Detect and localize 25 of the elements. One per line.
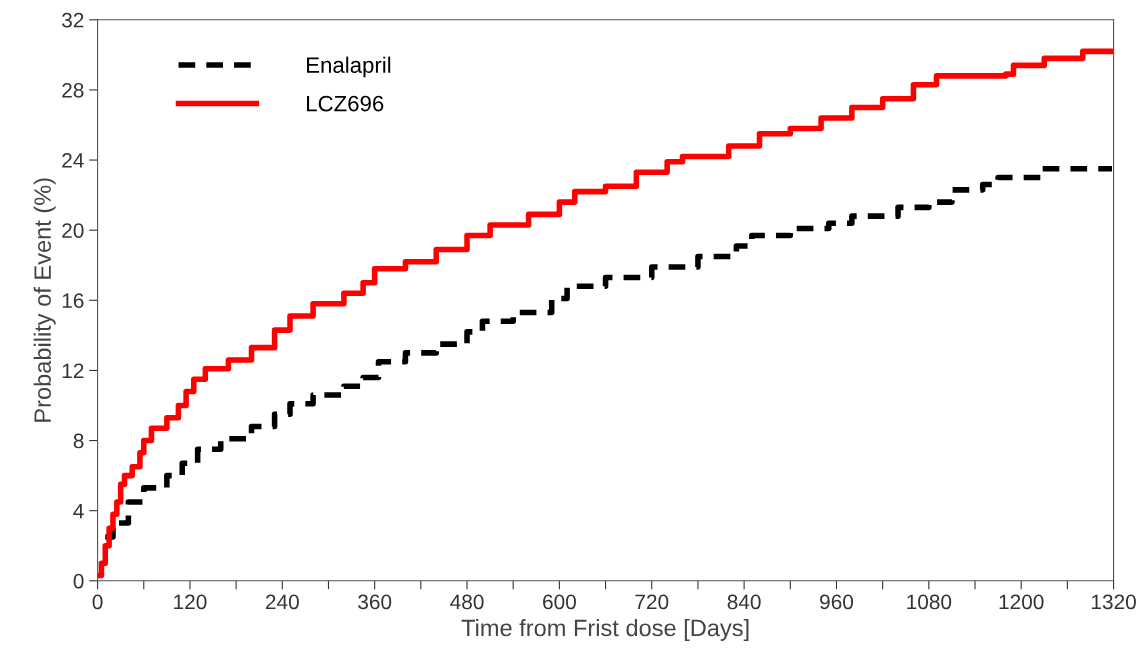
y-tick-label: 4 — [73, 503, 84, 519]
y-tick-label: 16 — [62, 293, 84, 309]
y-tick-label: 8 — [73, 433, 84, 449]
x-tick-label: 480 — [450, 594, 484, 610]
y-tick-label: 0 — [73, 573, 84, 589]
x-tick-label: 1080 — [907, 594, 952, 610]
x-axis-title: Time from Frist dose [Days] — [461, 618, 749, 641]
x-tick-label: 840 — [727, 594, 761, 610]
x-tick-label: 720 — [635, 594, 669, 610]
y-tick-label: 32 — [62, 12, 84, 28]
x-tick-label: 1200 — [999, 594, 1044, 610]
x-tick-label: 240 — [265, 594, 299, 610]
x-tick-label: 1320 — [1091, 594, 1136, 610]
y-tick-label: 20 — [62, 223, 84, 238]
x-tick-label: 120 — [174, 594, 207, 610]
y-tick-label: 12 — [62, 363, 84, 378]
y-tick-label: 24 — [62, 153, 84, 168]
legend-label: LCZ696 — [307, 95, 384, 112]
legend-label: Enalapril — [307, 56, 391, 78]
x-tick-label: 0 — [92, 594, 103, 610]
x-tick-label: 960 — [820, 594, 854, 610]
y-axis-title: Probability of Event (%) — [33, 178, 56, 422]
x-tick-label: 360 — [358, 594, 392, 610]
y-tick-label: 28 — [62, 82, 84, 98]
x-tick-label: 600 — [543, 594, 576, 610]
